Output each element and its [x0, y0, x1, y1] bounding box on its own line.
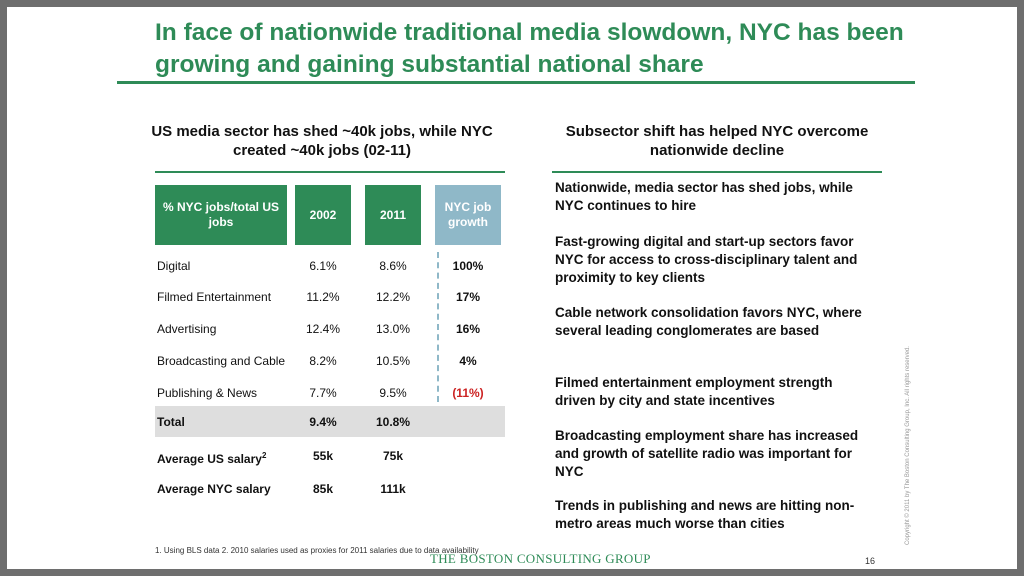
- salary-us-2002: 55k: [312, 449, 334, 463]
- cell-2002: 12.4%: [305, 322, 341, 336]
- bullet-item: Filmed entertainment employment strength…: [555, 375, 833, 408]
- title-underline: [117, 81, 915, 84]
- row-label: Broadcasting and Cable: [157, 354, 286, 368]
- total-2002: 9.4%: [309, 415, 337, 429]
- total-label: Total: [157, 415, 185, 429]
- salary-us-label: Average US salary2: [157, 451, 267, 466]
- copyright-notice: Copyright © 2011 by The Boston Consultin…: [905, 346, 911, 545]
- total-row-band: [155, 406, 505, 437]
- cell-2002: 8.2%: [309, 354, 337, 368]
- salary-nyc-2002: 85k: [312, 482, 334, 496]
- left-subheading: US media sector has shed ~40k jobs, whil…: [151, 123, 493, 159]
- right-subheading-rule: [552, 171, 882, 173]
- total-2011: 10.8%: [375, 415, 411, 429]
- cell-2011: 9.5%: [379, 386, 407, 400]
- slide-title: In face of nationwide traditional media …: [155, 19, 904, 78]
- left-subheading-rule: [155, 171, 505, 173]
- header-2011: 2011: [365, 185, 421, 245]
- growth-column-divider: [437, 252, 439, 402]
- cell-growth: 17%: [455, 290, 481, 304]
- bullet-item: Trends in publishing and news are hittin…: [555, 498, 855, 531]
- salary-us-2011: 75k: [382, 449, 404, 463]
- header-share: % NYC jobs/total US jobs: [155, 185, 287, 245]
- row-label: Advertising: [157, 322, 217, 336]
- cell-2011: 12.2%: [375, 290, 411, 304]
- cell-2011: 10.5%: [375, 354, 411, 368]
- header-2002: 2002: [295, 185, 351, 245]
- cell-growth: 16%: [455, 322, 481, 336]
- cell-growth: 100%: [452, 259, 484, 273]
- bullet-item: Nationwide, media sector has shed jobs, …: [555, 180, 853, 213]
- salary-nyc-2011: 111k: [380, 482, 406, 496]
- bcg-logo: THE BOSTON CONSULTING GROUP: [430, 551, 651, 566]
- header-nyc-job-growth: NYC job growth: [435, 185, 501, 245]
- bullet-item: Broadcasting employment share has increa…: [555, 428, 859, 479]
- cell-2002: 7.7%: [309, 386, 337, 400]
- page-number: 16: [865, 556, 876, 566]
- bullet-item: Cable network consolidation favors NYC, …: [555, 305, 862, 338]
- slide: In face of nationwide traditional media …: [7, 7, 1017, 569]
- cell-growth: 4%: [459, 354, 477, 368]
- cell-2002: 6.1%: [309, 259, 337, 273]
- row-label: Publishing & News: [157, 386, 258, 400]
- bullet-item: Fast-growing digital and start-up sector…: [555, 234, 858, 285]
- footnote: 1. Using BLS data 2. 2010 salaries used …: [155, 546, 479, 555]
- cell-2011: 13.0%: [375, 322, 411, 336]
- row-label: Digital: [157, 259, 191, 273]
- row-label: Filmed Entertainment: [157, 290, 272, 304]
- salary-nyc-label: Average NYC salary: [157, 482, 271, 496]
- cell-growth-negative: (11%): [452, 386, 484, 400]
- cell-2002: 11.2%: [306, 290, 340, 304]
- right-subheading: Subsector shift has helped NYC overcome …: [565, 123, 869, 159]
- cell-2011: 8.6%: [379, 259, 407, 273]
